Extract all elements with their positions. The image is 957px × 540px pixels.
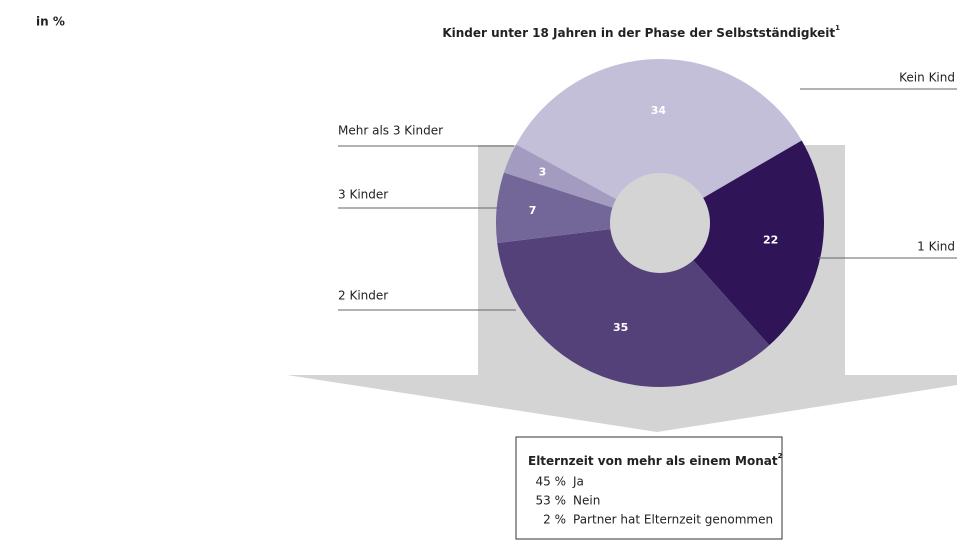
donut-segment [496,172,613,244]
segment-label: 35 [613,321,628,334]
donut-segment [516,59,802,200]
title-text: Kinder unter 18 Jahren in der Phase der … [442,26,835,40]
row-value: 2 % [543,513,566,527]
row-label: Partner hat Elternzeit genommen [573,513,773,527]
box-title: Elternzeit von mehr als einem Monat2 [528,452,783,468]
box-rows: 45 % Ja 53 % Nein 2 % Partner hat Elternzeit … [536,475,774,527]
category-label: Kein Kind [899,71,955,85]
segment-label: 22 [763,234,778,247]
segment-label: 34 [651,104,667,117]
title-footnote: 1 [835,24,840,32]
category-label: 2 Kinder [338,289,388,303]
donut: 34 22 35 7 3 [496,59,824,387]
row-label: Nein [573,494,600,508]
row-value: 53 % [536,494,567,508]
donut-segment [693,140,824,346]
info-box [515,436,783,540]
donut-segment [497,229,770,387]
segment-label: 7 [529,204,537,217]
row-label: Ja [572,475,584,489]
segment-label: 3 [539,165,547,178]
unit-label: in % [36,15,65,29]
category-label: 3 Kinder [338,188,388,202]
category-label: Mehr als 3 Kinder [338,124,443,138]
box-title-text: Elternzeit von mehr als einem Monat [528,454,778,468]
chart-title: Kinder unter 18 Jahren in der Phase der … [442,24,840,40]
box-footnote: 2 [778,452,783,460]
row-value: 45 % [536,475,567,489]
category-label: 1 Kind [917,240,955,254]
donut-segment [503,144,617,208]
